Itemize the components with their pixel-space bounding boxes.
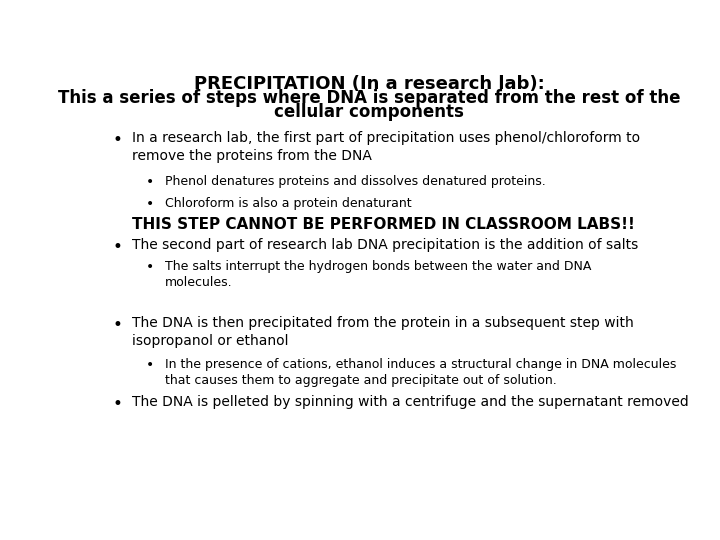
Text: Chloroform is also a protein denaturant: Chloroform is also a protein denaturant xyxy=(166,197,412,210)
Text: THIS STEP CANNOT BE PERFORMED IN CLASSROOM LABS!!: THIS STEP CANNOT BE PERFORMED IN CLASSRO… xyxy=(132,217,635,232)
Text: This a series of steps where DNA is separated from the rest of the: This a series of steps where DNA is sepa… xyxy=(58,89,680,107)
Text: •: • xyxy=(145,260,154,274)
Text: PRECIPITATION (In a research lab):: PRECIPITATION (In a research lab): xyxy=(194,75,544,93)
Text: •: • xyxy=(145,197,154,211)
Text: cellular components: cellular components xyxy=(274,103,464,121)
Text: The DNA is then precipitated from the protein in a subsequent step with
isopropa: The DNA is then precipitated from the pr… xyxy=(132,316,634,348)
Text: •: • xyxy=(112,131,122,150)
Text: •: • xyxy=(145,175,154,189)
Text: The second part of research lab DNA precipitation is the addition of salts: The second part of research lab DNA prec… xyxy=(132,238,638,252)
Text: The DNA is pelleted by spinning with a centrifuge and the supernatant removed: The DNA is pelleted by spinning with a c… xyxy=(132,395,688,409)
Text: •: • xyxy=(112,395,122,413)
Text: In a research lab, the first part of precipitation uses phenol/chloroform to
rem: In a research lab, the first part of pre… xyxy=(132,131,640,163)
Text: •: • xyxy=(112,238,122,256)
Text: In the presence of cations, ethanol induces a structural change in DNA molecules: In the presence of cations, ethanol indu… xyxy=(166,357,677,387)
Text: •: • xyxy=(112,316,122,334)
Text: •: • xyxy=(145,357,154,372)
Text: The salts interrupt the hydrogen bonds between the water and DNA
molecules.: The salts interrupt the hydrogen bonds b… xyxy=(166,260,592,289)
Text: Phenol denatures proteins and dissolves denatured proteins.: Phenol denatures proteins and dissolves … xyxy=(166,175,546,188)
